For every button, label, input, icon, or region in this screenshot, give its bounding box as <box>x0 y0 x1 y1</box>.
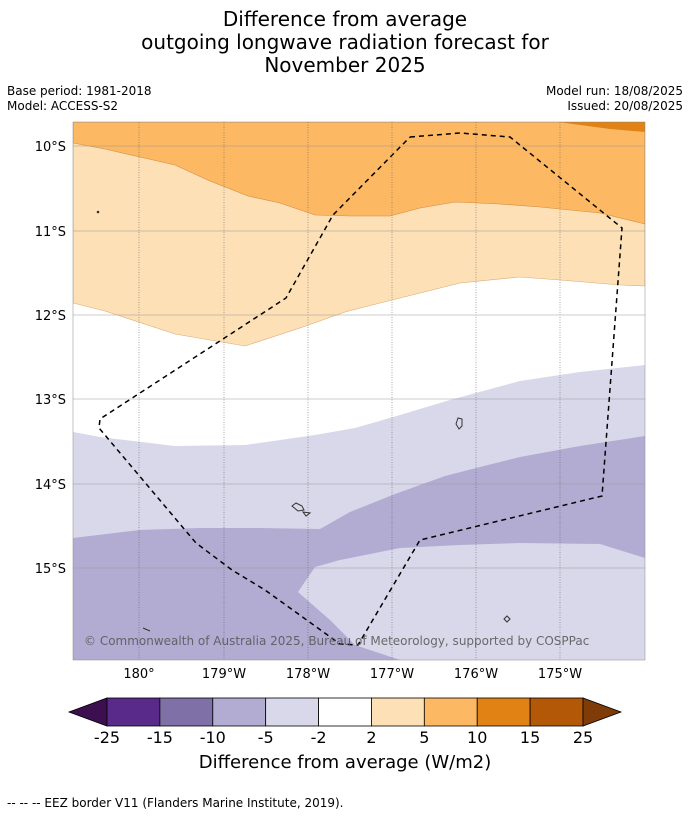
colorbar-tick: 5 <box>419 728 429 747</box>
colorbar-label: Difference from average (W/m2) <box>198 752 492 773</box>
colorbar-segment <box>318 697 372 727</box>
islands <box>96 210 511 632</box>
copyright-text: © Commonwealth of Australia 2025, Bureau… <box>84 634 589 648</box>
lon-label: 176°W <box>454 667 498 682</box>
colorbar-tick: 2 <box>366 728 376 747</box>
island-1 <box>455 417 463 430</box>
band-dark-orange <box>558 122 645 132</box>
band-orange <box>73 122 645 225</box>
lat-label: 12°S <box>35 309 66 324</box>
colorbar-segment <box>159 697 214 727</box>
lat-label: 15°S <box>35 562 66 577</box>
colorbar-segment <box>106 697 161 727</box>
colorbar-segment <box>423 697 478 727</box>
colorbar-segment <box>371 697 425 727</box>
title-line-3: November 2025 <box>264 53 426 77</box>
colorbar-extend-high <box>582 697 623 727</box>
map-title: Difference from average outgoing longwav… <box>0 8 690 77</box>
island-5 <box>142 627 151 632</box>
meta-left: Base period: 1981-2018 Model: ACCESS-S2 <box>7 84 152 114</box>
colorbar-tick: -2 <box>311 728 327 747</box>
colorbar-segment <box>265 697 319 727</box>
lat-labels: 10°S 11°S 12°S 13°S 14°S 15°S <box>35 140 66 577</box>
lon-label: 179°W <box>202 667 246 682</box>
footer-note: -- -- -- EEZ border V11 (Flanders Marine… <box>7 796 344 810</box>
lon-label: 180° <box>123 667 154 682</box>
issued-date: Issued: 20/08/2025 <box>567 99 683 113</box>
island-4 <box>503 615 511 623</box>
colorbar: -25 -15 -10 -5 -2 2 5 10 15 25 <box>67 697 623 747</box>
colorbar-tick: 25 <box>573 728 593 747</box>
band-medium-purple <box>73 436 645 660</box>
colorbar-tick: -10 <box>200 728 226 747</box>
title-line-1: Difference from average <box>222 7 468 31</box>
band-light-purple-bottom <box>530 640 645 660</box>
lat-label: 10°S <box>35 140 66 155</box>
colorbar-segment <box>529 697 584 727</box>
island-2 <box>291 502 305 512</box>
colorbar-segment <box>476 697 531 727</box>
eez-border <box>98 132 623 646</box>
lon-labels: 180° 179°W 178°W 177°W 176°W 175°W <box>123 667 582 682</box>
lon-label: 177°W <box>370 667 414 682</box>
lon-label: 175°W <box>538 667 582 682</box>
meta-right: Model run: 18/08/2025 Issued: 20/08/2025 <box>546 84 683 114</box>
map-frame <box>72 121 646 661</box>
model-name: Model: ACCESS-S2 <box>7 99 119 113</box>
colorbar-tick: -25 <box>94 728 120 747</box>
title-line-2: outgoing longwave radiation forecast for <box>141 30 549 54</box>
lat-label: 13°S <box>35 393 66 408</box>
base-period: Base period: 1981-2018 <box>7 84 152 98</box>
colorbar-tick: -15 <box>147 728 173 747</box>
lat-label: 14°S <box>35 478 66 493</box>
model-run: Model run: 18/08/2025 <box>545 84 683 98</box>
lon-label: 178°W <box>286 667 330 682</box>
lat-label: 11°S <box>35 225 66 240</box>
island-6 <box>96 210 100 214</box>
graticule <box>73 122 645 660</box>
colorbar-tick: -5 <box>258 728 274 747</box>
colorbar-tick: 10 <box>467 728 487 747</box>
colorbar-extend-low <box>67 697 108 727</box>
colorbar-tick: 15 <box>520 728 540 747</box>
island-3 <box>301 511 312 517</box>
colorbar-segment <box>212 697 267 727</box>
map-area <box>73 122 645 660</box>
